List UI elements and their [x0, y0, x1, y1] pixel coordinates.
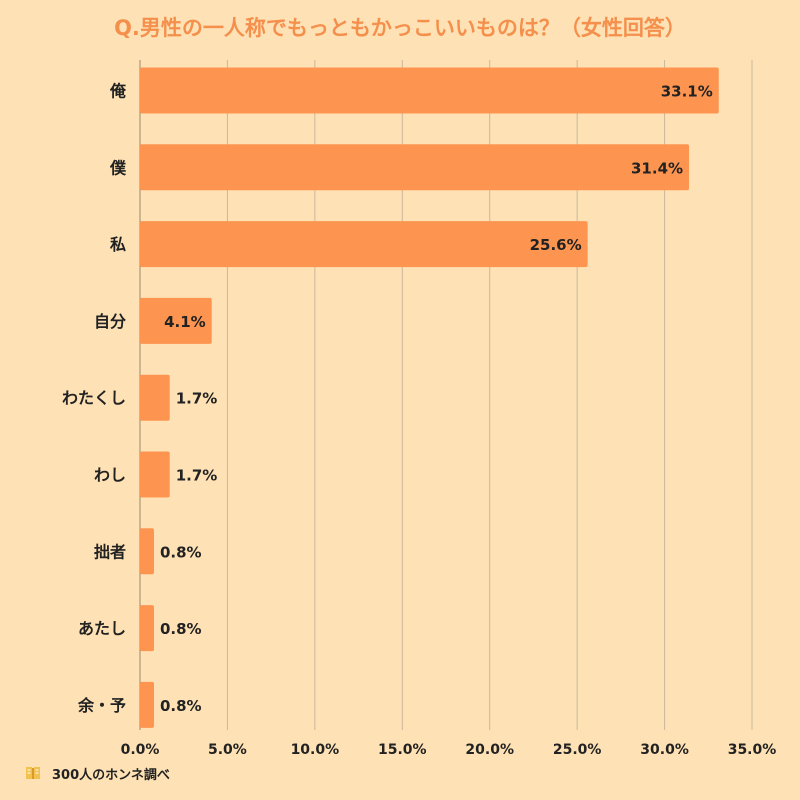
bar	[140, 374, 170, 421]
x-tick-label: 20.0%	[465, 742, 514, 758]
category-label: わたくし	[62, 389, 126, 408]
category-label: あたし	[78, 619, 126, 638]
data-label: 1.7%	[176, 390, 218, 408]
category-label: 余・予	[77, 696, 126, 715]
x-tick-label: 35.0%	[728, 742, 777, 758]
source-credit: 300人のホンネ調べ	[26, 763, 170, 783]
bar	[140, 144, 690, 191]
bar	[140, 221, 588, 268]
bar	[140, 297, 212, 344]
data-label: 1.7%	[176, 467, 218, 485]
data-label: 0.8%	[160, 543, 202, 561]
bar	[140, 681, 154, 728]
x-tick-label: 30.0%	[640, 742, 689, 758]
category-label: 俺	[109, 82, 127, 101]
chart-title: Q.男性の一人称でもっともかっこいいものは？（女性回答）	[114, 16, 686, 40]
category-label: わし	[94, 466, 126, 485]
data-label: 25.6%	[530, 236, 582, 254]
data-label: 33.1%	[661, 83, 713, 101]
bar	[140, 67, 719, 114]
x-tick-label: 15.0%	[378, 742, 427, 758]
source-text: 300人のホンネ調べ	[52, 767, 170, 783]
bar	[140, 605, 154, 652]
data-label: 0.8%	[160, 620, 202, 638]
bar	[140, 528, 154, 575]
category-label: 拙者	[94, 542, 126, 561]
category-label: 私	[110, 235, 126, 254]
x-tick-label: 5.0%	[208, 742, 247, 758]
book-icon	[26, 767, 40, 779]
data-label: 0.8%	[160, 697, 202, 715]
x-tick-label: 10.0%	[291, 742, 340, 758]
x-tick-label: 0.0%	[121, 742, 160, 758]
category-label: 自分	[94, 312, 126, 331]
bar	[140, 451, 170, 498]
category-label: 僕	[109, 158, 127, 177]
data-label: 31.4%	[631, 159, 683, 177]
x-tick-label: 25.0%	[553, 742, 602, 758]
data-label: 4.1%	[164, 313, 206, 331]
